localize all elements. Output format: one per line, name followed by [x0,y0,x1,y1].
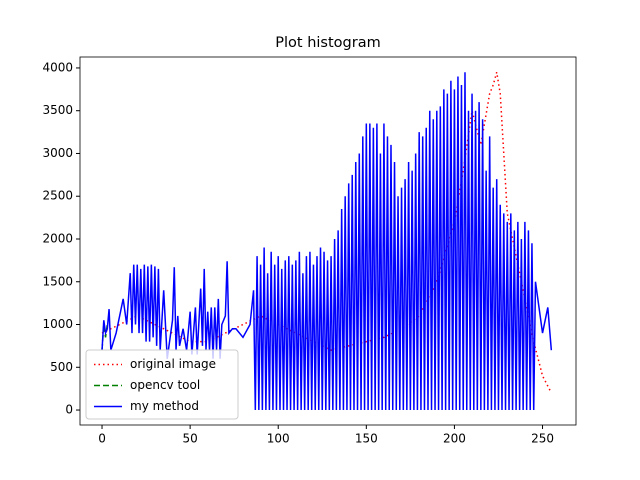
x-tick-label: 50 [182,432,197,446]
x-tick-label: 150 [355,432,378,446]
legend-label: my method [130,399,199,413]
plot-frame [79,56,577,426]
x-tick-label: 200 [443,432,466,446]
x-tick-label: 0 [98,432,106,446]
x-tick-label: 250 [531,432,554,446]
y-tick-label: 3000 [42,146,73,160]
y-tick-label: 2000 [42,231,73,245]
series-line [101,72,553,411]
legend-label: original image [130,357,216,371]
y-tick-label: 0 [65,403,73,417]
legend-label: opencv tool [130,378,200,392]
legend-box [85,349,239,420]
x-tick-label: 100 [267,432,290,446]
y-tick-label: 1500 [42,274,73,288]
y-tick-label: 2500 [42,189,73,203]
y-tick-label: 500 [50,360,73,374]
chart-title: Plot histogram [275,35,380,51]
y-tick-label: 1000 [42,317,73,331]
y-tick-label: 4000 [42,60,73,74]
y-tick-label: 3500 [42,103,73,117]
